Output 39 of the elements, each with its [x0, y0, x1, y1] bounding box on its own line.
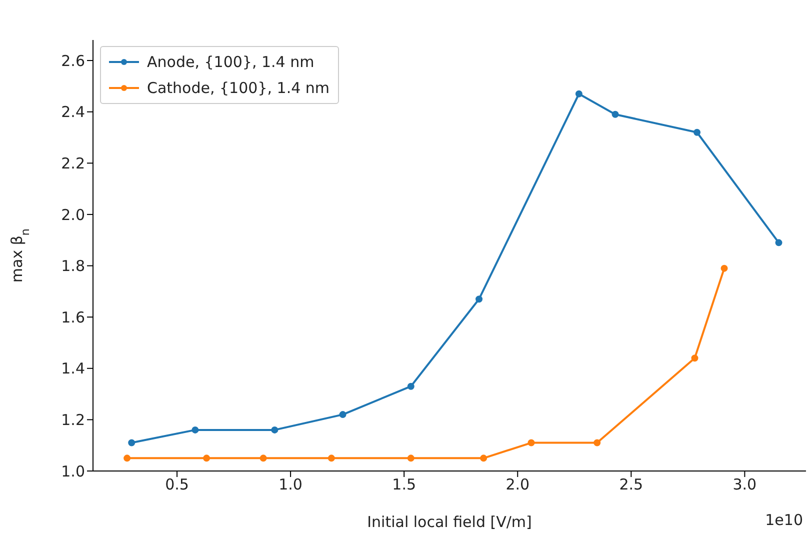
text: 1e10 — [765, 511, 803, 529]
point — [128, 439, 136, 446]
y-tick-label: 2.4 — [61, 103, 85, 122]
point — [720, 264, 728, 272]
point — [476, 296, 483, 303]
x-tick-label: 1.0 — [278, 476, 302, 494]
point — [775, 239, 782, 246]
point — [260, 454, 267, 462]
point — [612, 110, 619, 118]
x-axis-title: Initial local field [V/m] — [367, 513, 532, 531]
point — [691, 354, 698, 362]
point — [192, 426, 199, 434]
point — [528, 439, 535, 446]
point — [694, 128, 701, 136]
y-tick-label: 1.2 — [61, 411, 85, 430]
point — [124, 454, 131, 462]
point — [328, 454, 335, 462]
y-tick-label: 2.2 — [61, 154, 85, 172]
point — [407, 454, 414, 462]
point — [480, 454, 488, 462]
point — [339, 411, 346, 418]
x-tick-label: 3.0 — [732, 476, 757, 494]
point — [203, 454, 210, 462]
y-tick-label: 2.0 — [61, 206, 85, 224]
x-tick-label: 1.5 — [392, 476, 416, 494]
y-tick-label: 1.0 — [61, 462, 85, 480]
y-tick-label: 1.8 — [61, 257, 85, 276]
x-tick-label: 2.0 — [506, 476, 530, 494]
y-tick-label: 2.6 — [61, 52, 85, 70]
x-tick-label: 0.5 — [165, 476, 189, 494]
point — [575, 90, 582, 98]
legend-label: Anode, {100}, 1.4 nm — [147, 52, 314, 73]
point — [271, 426, 278, 434]
point — [407, 382, 414, 390]
x-tick-label: 2.5 — [619, 476, 644, 494]
y-tick-label: 1.4 — [61, 360, 85, 378]
legend-label: Cathode, {100}, 1.4 nm — [147, 78, 330, 99]
y-tick-label: 1.6 — [61, 308, 85, 326]
point — [594, 439, 601, 446]
